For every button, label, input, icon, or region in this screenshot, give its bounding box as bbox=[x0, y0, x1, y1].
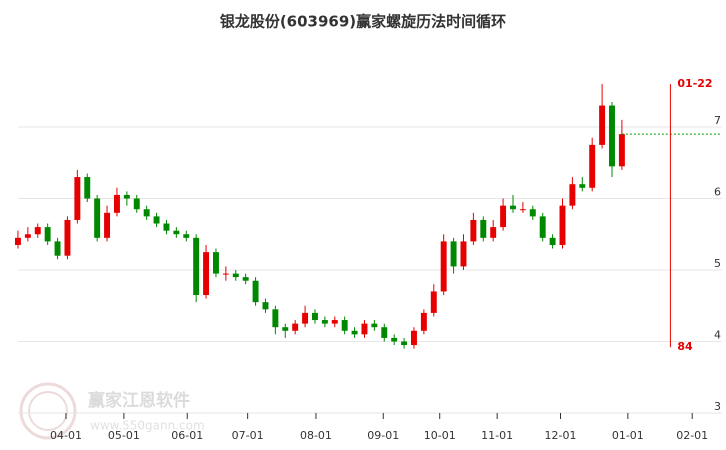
candle-body bbox=[618, 134, 625, 167]
candle-body bbox=[44, 227, 51, 242]
candle-body bbox=[262, 302, 269, 310]
y-tick-label: 7 bbox=[714, 114, 721, 127]
candle-body bbox=[361, 323, 368, 335]
candle-body bbox=[450, 241, 457, 267]
y-tick-label: 4 bbox=[714, 329, 721, 342]
candle-body bbox=[222, 273, 229, 275]
candle-body bbox=[203, 252, 210, 296]
candle-body bbox=[212, 252, 219, 274]
candle-body bbox=[430, 291, 437, 313]
candle-body bbox=[480, 219, 487, 238]
candle-body bbox=[529, 209, 536, 217]
candle-body bbox=[312, 312, 318, 321]
watermark-name: 赢家江恩软件 bbox=[88, 390, 190, 411]
candle-body bbox=[589, 144, 596, 188]
candle-body bbox=[193, 237, 200, 296]
candle-body bbox=[24, 234, 31, 238]
watermark: 赢家江恩软件 www.550gann.com bbox=[19, 382, 205, 440]
watermark-url: www.550gann.com bbox=[90, 419, 205, 433]
candle-body bbox=[331, 320, 338, 324]
candle-body bbox=[94, 198, 101, 238]
candle-body bbox=[54, 241, 61, 256]
candle-body bbox=[183, 234, 190, 238]
candle-body bbox=[519, 209, 526, 211]
y-tick-label: 5 bbox=[714, 257, 721, 270]
x-tick-label: 12-01 bbox=[545, 429, 577, 442]
watermark-logo bbox=[19, 382, 77, 440]
chart-title: 银龙股份(603969)赢家螺旋历法时间循环 bbox=[220, 13, 506, 31]
x-tick-label: 07-01 bbox=[232, 429, 264, 442]
x-tick-label: 10-01 bbox=[424, 429, 456, 442]
candle-body bbox=[440, 241, 447, 292]
x-tick-label: 02-01 bbox=[676, 429, 708, 442]
candle-body bbox=[143, 209, 150, 217]
candle-body bbox=[420, 312, 427, 331]
candle-body bbox=[351, 330, 358, 335]
candle-body bbox=[123, 194, 130, 199]
candle-body bbox=[14, 237, 21, 245]
candle-body bbox=[510, 205, 516, 210]
candle-body bbox=[133, 198, 140, 210]
candle-body bbox=[579, 184, 586, 188]
candle-body bbox=[84, 177, 91, 199]
candle-body bbox=[321, 320, 328, 324]
candle-body bbox=[272, 309, 279, 328]
cycle-count: 84 bbox=[677, 340, 693, 353]
x-tick-label: 01-01 bbox=[612, 429, 644, 442]
candle-body bbox=[401, 341, 408, 346]
candle-body bbox=[460, 241, 467, 267]
x-tick-label: 06-01 bbox=[171, 429, 203, 442]
candle-body bbox=[549, 237, 556, 245]
candle-body bbox=[539, 216, 546, 238]
candle-body bbox=[341, 320, 348, 331]
candle-body bbox=[292, 323, 299, 331]
candle-body bbox=[470, 219, 477, 242]
candle-body bbox=[411, 330, 417, 346]
y-tick-label: 6 bbox=[714, 186, 721, 199]
candle-body bbox=[232, 273, 239, 278]
candle-body bbox=[173, 230, 180, 235]
candle-body bbox=[252, 280, 259, 303]
candle-body bbox=[599, 105, 606, 145]
candle-body bbox=[153, 216, 160, 224]
x-tick-label: 11-01 bbox=[481, 429, 513, 442]
candle-body bbox=[569, 184, 576, 206]
x-tick-label: 09-01 bbox=[367, 429, 399, 442]
x-tick-label: 05-01 bbox=[108, 429, 140, 442]
x-tick-label: 08-01 bbox=[300, 429, 332, 442]
candle-body bbox=[163, 223, 170, 231]
y-tick-label: 3 bbox=[714, 400, 721, 413]
candle-body bbox=[371, 323, 378, 328]
candle-body bbox=[34, 227, 41, 235]
candle-body bbox=[381, 327, 388, 338]
candle-body bbox=[113, 194, 120, 213]
cycle-date: 01-22 bbox=[677, 77, 712, 90]
candle-body bbox=[242, 277, 249, 281]
candle-body bbox=[302, 312, 309, 324]
x-tick-label: 04-01 bbox=[50, 429, 82, 442]
candle-body bbox=[490, 227, 497, 238]
candle-body bbox=[74, 177, 81, 220]
candle-body bbox=[559, 205, 566, 245]
candle-body bbox=[500, 205, 507, 228]
candle-body bbox=[391, 337, 398, 342]
candle-body bbox=[609, 105, 615, 167]
candle-body bbox=[64, 219, 71, 256]
candle-body bbox=[104, 212, 111, 238]
watermark-logo-inner bbox=[28, 391, 68, 431]
candle-body bbox=[282, 327, 289, 331]
